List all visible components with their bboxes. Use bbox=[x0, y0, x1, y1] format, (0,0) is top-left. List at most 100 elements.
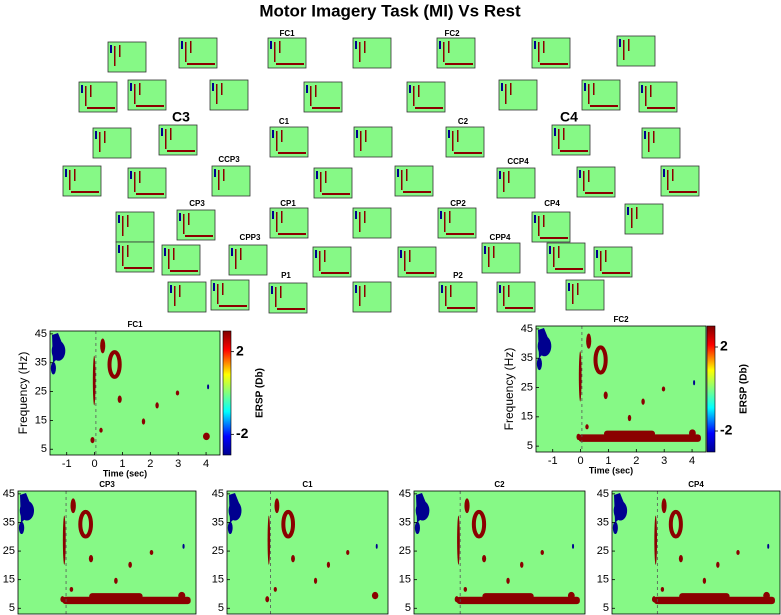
mini-blob bbox=[505, 307, 533, 309]
y-tick-label: 45 bbox=[35, 328, 47, 340]
mini-blob bbox=[444, 212, 446, 232]
x-tick-label: 3 bbox=[175, 458, 181, 470]
mini-blob bbox=[583, 171, 585, 191]
y-tick-label: 45 bbox=[521, 323, 533, 335]
mini-blob bbox=[359, 286, 361, 306]
ersp-blob bbox=[536, 357, 542, 371]
mini-blob bbox=[69, 170, 71, 190]
mini-blob bbox=[99, 132, 101, 152]
mini-blob bbox=[181, 41, 183, 49]
mini-blob bbox=[179, 213, 181, 221]
channel-label: C1 bbox=[279, 117, 290, 126]
mini-blob bbox=[127, 245, 129, 257]
mini-blob bbox=[240, 248, 242, 260]
channel-label: CPP4 bbox=[490, 233, 511, 242]
ersp-blob bbox=[702, 577, 707, 584]
x-tick-label: 3 bbox=[661, 455, 667, 467]
ersp-blob bbox=[78, 509, 93, 539]
y-tick-label: 45 bbox=[597, 488, 609, 500]
ersp-blob bbox=[603, 391, 608, 400]
panel-title: CP3 bbox=[99, 480, 115, 489]
mini-spectrogram bbox=[531, 211, 571, 243]
mini-blob bbox=[277, 308, 305, 310]
y-tick-label: 25 bbox=[212, 545, 224, 557]
mini-spectrogram bbox=[312, 246, 352, 278]
mini-blob bbox=[364, 41, 366, 53]
mini-spectrogram bbox=[638, 81, 678, 113]
spectrogram-panel: CP4 5 15 25 35 45 bbox=[597, 480, 781, 615]
mini-blob bbox=[274, 42, 276, 62]
panel-title: FC2 bbox=[613, 315, 629, 324]
plot-frame bbox=[413, 490, 586, 615]
mini-blob bbox=[364, 285, 366, 297]
mini-blob bbox=[400, 250, 402, 258]
channel-label: CP1 bbox=[280, 199, 296, 208]
x-tick-label: 1 bbox=[605, 455, 611, 467]
ersp-blob bbox=[227, 521, 233, 535]
mini-blob bbox=[449, 211, 451, 223]
mini-blob bbox=[450, 285, 452, 297]
mini-blob bbox=[579, 170, 581, 178]
y-tick-label: 45 bbox=[212, 488, 224, 500]
x-tick-label: 2 bbox=[147, 458, 153, 470]
x-tick-label: 2 bbox=[633, 455, 639, 467]
mini-blob bbox=[508, 285, 510, 297]
mini-spectrogram bbox=[624, 203, 664, 235]
mini-blob bbox=[231, 248, 233, 256]
mini-plot bbox=[353, 126, 393, 158]
mini-blob bbox=[316, 171, 318, 179]
mini-spectrogram bbox=[107, 41, 147, 73]
mini-blob bbox=[90, 85, 92, 97]
ersp-blob bbox=[267, 515, 271, 565]
plot-frame bbox=[226, 490, 389, 615]
mini-blob bbox=[222, 283, 224, 295]
mini-blob bbox=[188, 213, 190, 225]
mini-blob bbox=[355, 41, 357, 49]
mini-blob bbox=[174, 286, 176, 306]
mini-blob bbox=[648, 132, 650, 152]
mini-blob bbox=[501, 83, 503, 91]
mini-spectrogram bbox=[176, 209, 216, 241]
mini-blob bbox=[628, 39, 630, 51]
mini-blob bbox=[585, 192, 613, 194]
ersp-blob bbox=[114, 577, 118, 584]
mini-blob bbox=[127, 215, 129, 227]
ersp-blob bbox=[69, 586, 74, 592]
mini-blob bbox=[356, 130, 358, 138]
mini-blob bbox=[572, 284, 574, 304]
colorbar bbox=[222, 330, 232, 456]
ersp-blob bbox=[229, 493, 239, 523]
mini-blob bbox=[213, 283, 215, 291]
mini-blob bbox=[590, 105, 618, 107]
mini-blob bbox=[605, 250, 607, 262]
mini-blob bbox=[488, 247, 490, 267]
mini-blob bbox=[167, 150, 195, 152]
mini-blob bbox=[645, 86, 647, 106]
mini-blob bbox=[104, 131, 106, 143]
mini-blob bbox=[276, 212, 278, 232]
y-tick-label: 25 bbox=[597, 545, 609, 557]
y-tick-label: 35 bbox=[521, 352, 533, 364]
ersp-blob bbox=[661, 386, 666, 392]
mini-blob bbox=[134, 84, 136, 104]
y-tick-label: 5 bbox=[218, 602, 224, 614]
mini-blob bbox=[85, 86, 87, 106]
panel-title: C2 bbox=[494, 480, 505, 489]
ersp-blob bbox=[716, 561, 720, 568]
panel-title: C1 bbox=[302, 480, 313, 489]
ersp-blob bbox=[641, 398, 645, 405]
ersp-blob bbox=[736, 550, 740, 555]
mini-blob bbox=[170, 285, 172, 293]
plot-frame bbox=[49, 330, 221, 456]
mini-spectrogram bbox=[436, 37, 476, 69]
mini-blob bbox=[584, 83, 586, 91]
mini-blob bbox=[122, 246, 124, 266]
mini-blob bbox=[359, 42, 361, 62]
mini-spectrogram bbox=[78, 81, 118, 113]
mini-blob bbox=[577, 283, 579, 295]
mini-blob bbox=[324, 250, 326, 262]
x-tick-label: 4 bbox=[689, 455, 695, 467]
x-axis-label: Time (sec) bbox=[589, 465, 633, 475]
mini-blob bbox=[119, 45, 121, 57]
mini-blob bbox=[653, 131, 655, 143]
